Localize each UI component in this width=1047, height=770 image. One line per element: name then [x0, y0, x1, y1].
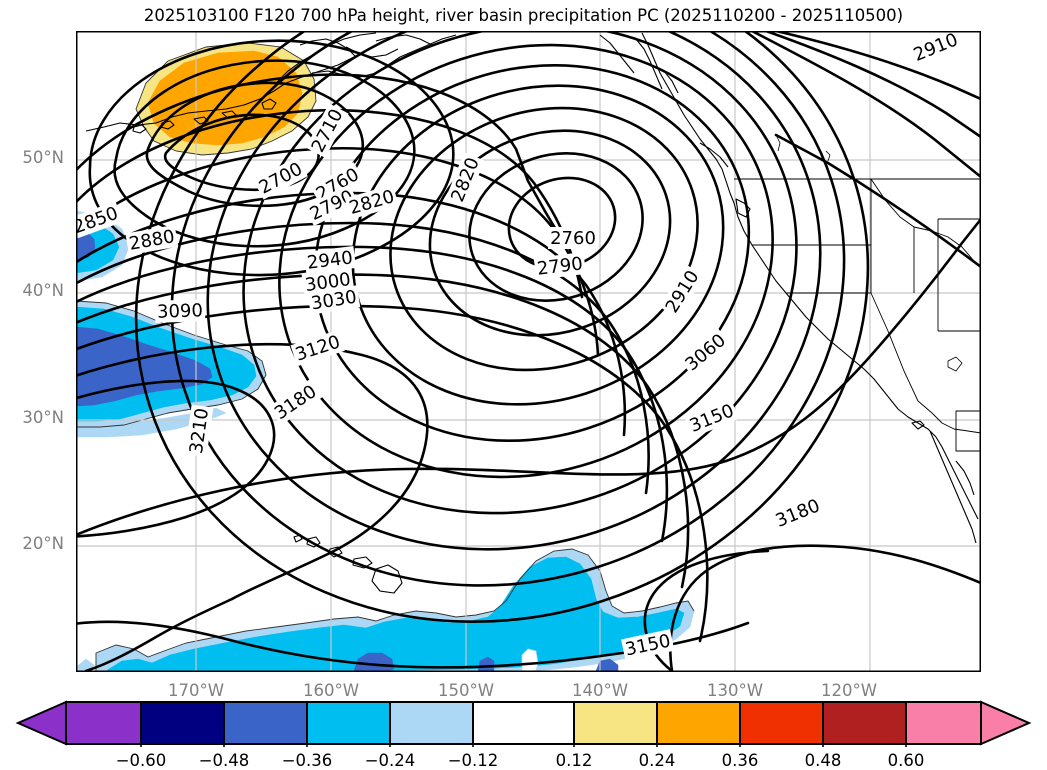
colorbar-band-11[interactable] [905, 701, 982, 745]
coastline-hawaii-bigisland [371, 564, 403, 594]
coastline-california-south [889, 398, 979, 520]
colorbar-band-right-arrow[interactable] [980, 700, 1032, 746]
shade-tropical-hole [521, 648, 539, 672]
colorbar-band-4[interactable] [306, 701, 391, 745]
coastline-aleut-island-1 [132, 124, 147, 134]
colorbar-band-10[interactable] [822, 701, 907, 745]
colorbar-tick-label-1: −0.60 [115, 751, 167, 770]
colorbar-tick-label-3: −0.36 [281, 751, 333, 770]
map-plot-area[interactable]: 2700 2710 2760 2790 [22, 31, 981, 700]
contour-3180-left [76, 343, 429, 601]
lon-tick-170W: 170°W [167, 681, 225, 700]
contour-3150-right [76, 217, 981, 537]
contour-3030-center [170, 31, 846, 587]
colorbar-band-2[interactable] [140, 701, 225, 745]
coastline-hawaii-maui [352, 556, 373, 569]
coastline-baja [929, 430, 977, 544]
contour-2970-center [242, 31, 798, 515]
colorbar-band-5[interactable] [389, 701, 474, 745]
coastline-baja-gulf [955, 460, 975, 496]
border-us-mexico [953, 428, 981, 434]
contour-2940 [76, 191, 627, 437]
lake-inland-small [825, 150, 831, 162]
colorbar-band-left-arrow[interactable] [15, 700, 67, 746]
shade-negative-main-0.36-0.48 [76, 326, 213, 407]
contour-2910-center [313, 63, 751, 443]
contour-map-svg: 2700 2710 2760 2790 [76, 31, 981, 672]
colorbar-svg[interactable] [0, 699, 1047, 747]
coastline-us-westcoast [733, 202, 891, 400]
coastline-alaska-kodiak [261, 98, 277, 110]
contour-3180-lower-left [84, 597, 234, 672]
contour-2820-center [428, 129, 672, 337]
border-nv-ca [870, 292, 919, 402]
contour-2940-center [278, 43, 774, 479]
map-frame [76, 31, 981, 672]
contour-2820-north [76, 73, 566, 245]
colorbar-ticks [140, 744, 907, 747]
contour-2850 [76, 108, 584, 299]
page-title: 2025103100 F120 700 hPa height, river ba… [143, 6, 904, 25]
colorbar-tick-label-2: −0.48 [198, 751, 250, 770]
contour-2910-ne [774, 31, 981, 101]
contour-3000-center [206, 31, 822, 551]
colorbar-band-8[interactable] [656, 701, 741, 745]
lake-great-salt [947, 356, 963, 372]
contour-2760 [113, 59, 416, 248]
colorbar-container[interactable]: −0.60 −0.48 −0.36 −0.24 −0.12 0.12 0.24 … [0, 699, 1047, 770]
lat-tick-50N: 50°N [22, 148, 64, 167]
height-contour-group [76, 31, 981, 672]
contour-2850-center [389, 106, 699, 372]
coastline-qci [663, 70, 679, 94]
lon-tick-150W: 150°W [437, 681, 495, 700]
colorbar-tick-label-5: −0.12 [447, 751, 499, 770]
lon-tick-120W: 120°W [820, 681, 878, 700]
colorbar-tick-label-10: 0.60 [887, 751, 925, 770]
colorbar-tick-label-9: 0.48 [804, 751, 842, 770]
colorbar-band-9[interactable] [739, 701, 824, 745]
coastline-vancouver-island [699, 142, 729, 168]
contour-2790-center [468, 152, 644, 302]
colorbar-tick-label-8: 0.36 [721, 751, 759, 770]
colorbar-band-3[interactable] [223, 701, 308, 745]
border-az-ca [917, 400, 955, 430]
coastline-aleut-island-3 [193, 116, 209, 125]
colorbar-tick-label-4: −0.24 [364, 751, 416, 770]
colorbar-tick-label-7: 0.24 [638, 751, 676, 770]
colorbar-band-1[interactable] [65, 701, 142, 745]
contour-2940-ne [764, 31, 981, 139]
coastline-channel-islands [911, 420, 925, 430]
lat-tick-40N: 40°N [22, 281, 64, 300]
contour-label: 2760 [550, 228, 596, 249]
colorbar-tick-label-6: 0.12 [555, 751, 593, 770]
central-low-contours [134, 31, 870, 623]
lat-tick-30N: 30°N [22, 408, 64, 427]
lon-tick-160W: 160°W [302, 681, 360, 700]
coastline-bc-islands [635, 38, 663, 90]
lon-tick-140W: 140°W [571, 681, 629, 700]
lat-tick-20N: 20°N [22, 534, 64, 553]
colorbar-band-6[interactable] [472, 701, 575, 745]
contour-3000-ne [774, 133, 981, 269]
lake-okanagan [775, 134, 781, 152]
contour-3180-right [669, 544, 981, 672]
border-inland-2 [955, 410, 981, 452]
coastline-bering-2 [375, 34, 433, 46]
colorbar-band-7[interactable] [573, 701, 658, 745]
contour-label: 3090 [157, 300, 204, 323]
lon-tick-130W: 130°W [706, 681, 764, 700]
coastline-bc [641, 32, 735, 204]
contour-2970-ne [750, 31, 981, 179]
